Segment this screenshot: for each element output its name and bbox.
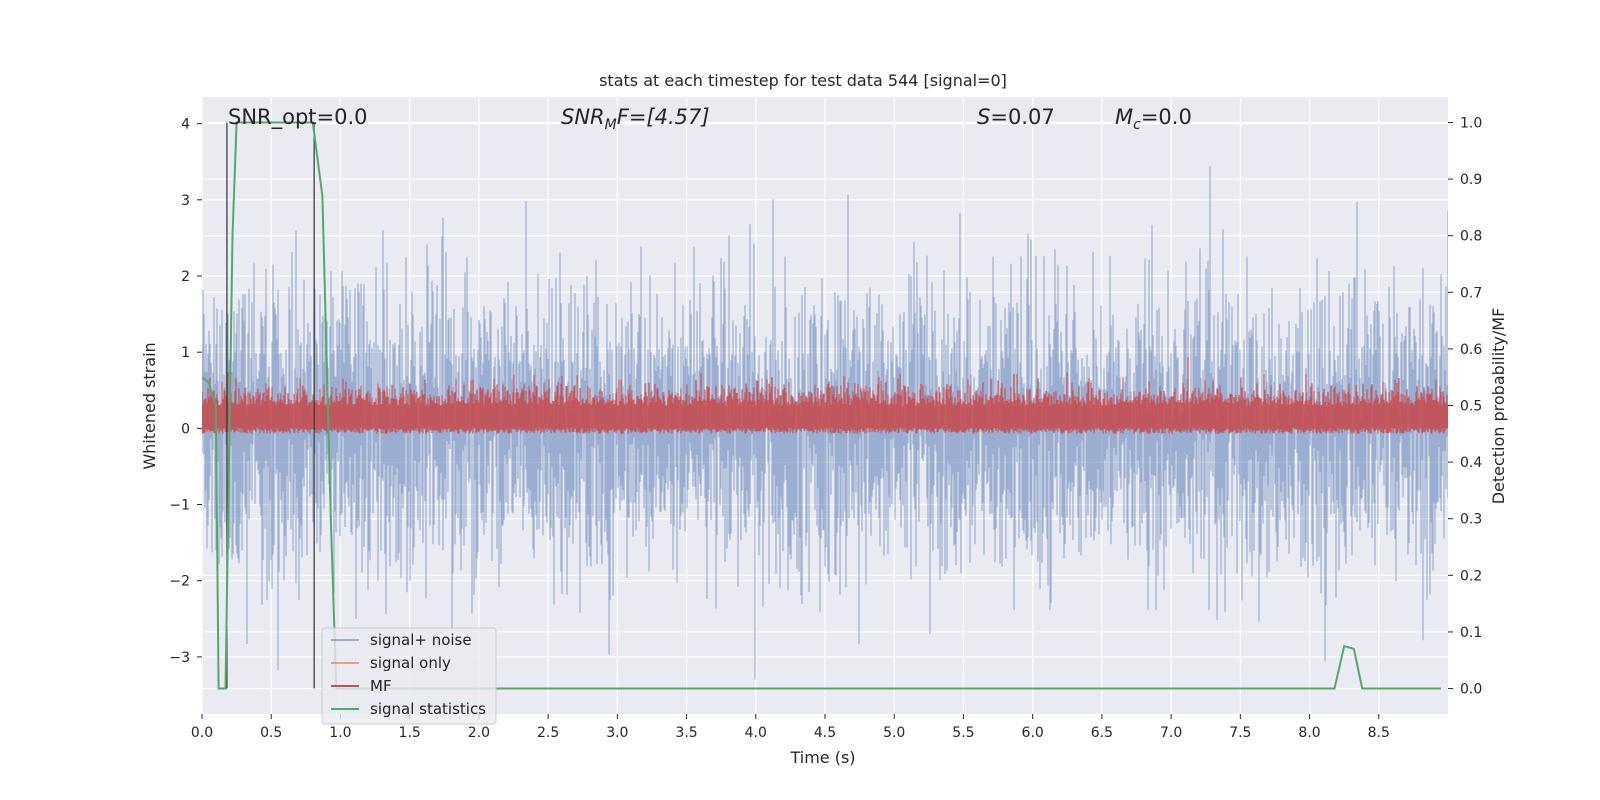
x-tick-label: 1.0 [329,725,351,741]
right-tick-label: 0.4 [1460,455,1482,471]
s-rest: =0.07 [990,105,1054,129]
left-tick-label: 4 [181,117,190,133]
x-tick-label: 2.5 [537,725,559,741]
left-tick-label: 1 [181,345,190,361]
y-axis-label-right: Detection probability/MF [1489,308,1508,505]
left-axis-ticks: 4 3 2 1 0 −1 −2 −3 [169,117,202,666]
x-tick-label: 0.5 [260,725,282,741]
left-tick-label: 2 [181,269,190,285]
right-tick-label: 0.8 [1460,229,1482,245]
x-axis-label: Time (s) [789,748,855,767]
left-tick-label: 0 [181,421,190,437]
x-tick-label: 6.0 [1022,725,1044,741]
left-tick-label: −3 [169,650,190,666]
x-tick-label: 1.5 [399,725,421,741]
right-tick-label: 0.3 [1460,512,1482,528]
mc-rest: =0.0 [1141,105,1192,129]
annotation-mc: Mc=0.0 [1115,105,1192,133]
series-signal-statistics [202,121,1442,690]
signal-statistics-line [202,121,1442,690]
plot-content [202,121,1448,690]
x-tick-label: 8.0 [1298,725,1320,741]
mc-var: M [1115,105,1133,129]
x-tick-label: 2.0 [468,725,490,741]
right-tick-label: 0.7 [1460,285,1482,301]
x-axis-ticks: 0.0 0.5 1.0 1.5 2.0 2.5 3.0 3.5 4.0 4.5 5.0 5.5 6.0 6… [191,714,1390,741]
x-tick-label: 5.0 [883,725,905,741]
right-axis-ticks: 1.0 0.9 0.8 0.7 0.6 0.5 0.4 0.3 0.2 0.1 0.0 [1448,115,1482,698]
mc-sub: c [1133,117,1141,133]
series-mf [202,357,1448,434]
right-tick-label: 0.5 [1460,399,1482,415]
right-tick-label: 0.2 [1460,568,1482,584]
x-tick-label: 8.5 [1368,725,1390,741]
x-tick-label: 6.5 [1091,725,1113,741]
s-var: S [977,105,990,129]
left-tick-label: −2 [169,574,190,590]
snr-mf-base: SNR [561,105,605,129]
x-tick-label: 3.5 [675,725,697,741]
left-tick-label: −1 [169,498,190,514]
chart-title: stats at each timestep for test data 544… [599,71,1007,90]
x-tick-label: 0.0 [191,725,213,741]
x-tick-label: 5.5 [952,725,974,741]
annotation-s: S=0.07 [977,105,1055,129]
x-tick-label: 4.0 [745,725,767,741]
snr-mf-sub: M [605,117,617,133]
annotation-snr-mf: SNRMF=[4.57] [561,105,710,133]
x-tick-label: 7.5 [1229,725,1251,741]
right-tick-label: 0.1 [1460,625,1482,641]
x-tick-label: 3.0 [606,725,628,741]
right-tick-label: 0.0 [1460,682,1482,698]
right-tick-label: 0.6 [1460,342,1482,358]
left-tick-label: 3 [181,193,190,209]
legend-label-signal-only: signal only [370,654,451,672]
mf-trace [202,357,1448,434]
legend-label-mf: MF [370,677,392,695]
legend-label-signal-noise: signal+ noise [370,631,472,649]
legend: signal+ noise signal only MF signal stat… [321,627,497,725]
annotation-snr-opt: SNR_opt=0.0 [228,105,368,130]
right-tick-label: 1.0 [1460,115,1482,131]
x-tick-label: 7.0 [1160,725,1182,741]
x-tick-label: 4.5 [814,725,836,741]
legend-label-signal-statistics: signal statistics [370,700,486,718]
right-tick-label: 0.9 [1460,172,1482,188]
y-axis-label-left: Whitened strain [140,342,159,469]
snr-mf-rest: F=[4.57] [617,105,710,129]
